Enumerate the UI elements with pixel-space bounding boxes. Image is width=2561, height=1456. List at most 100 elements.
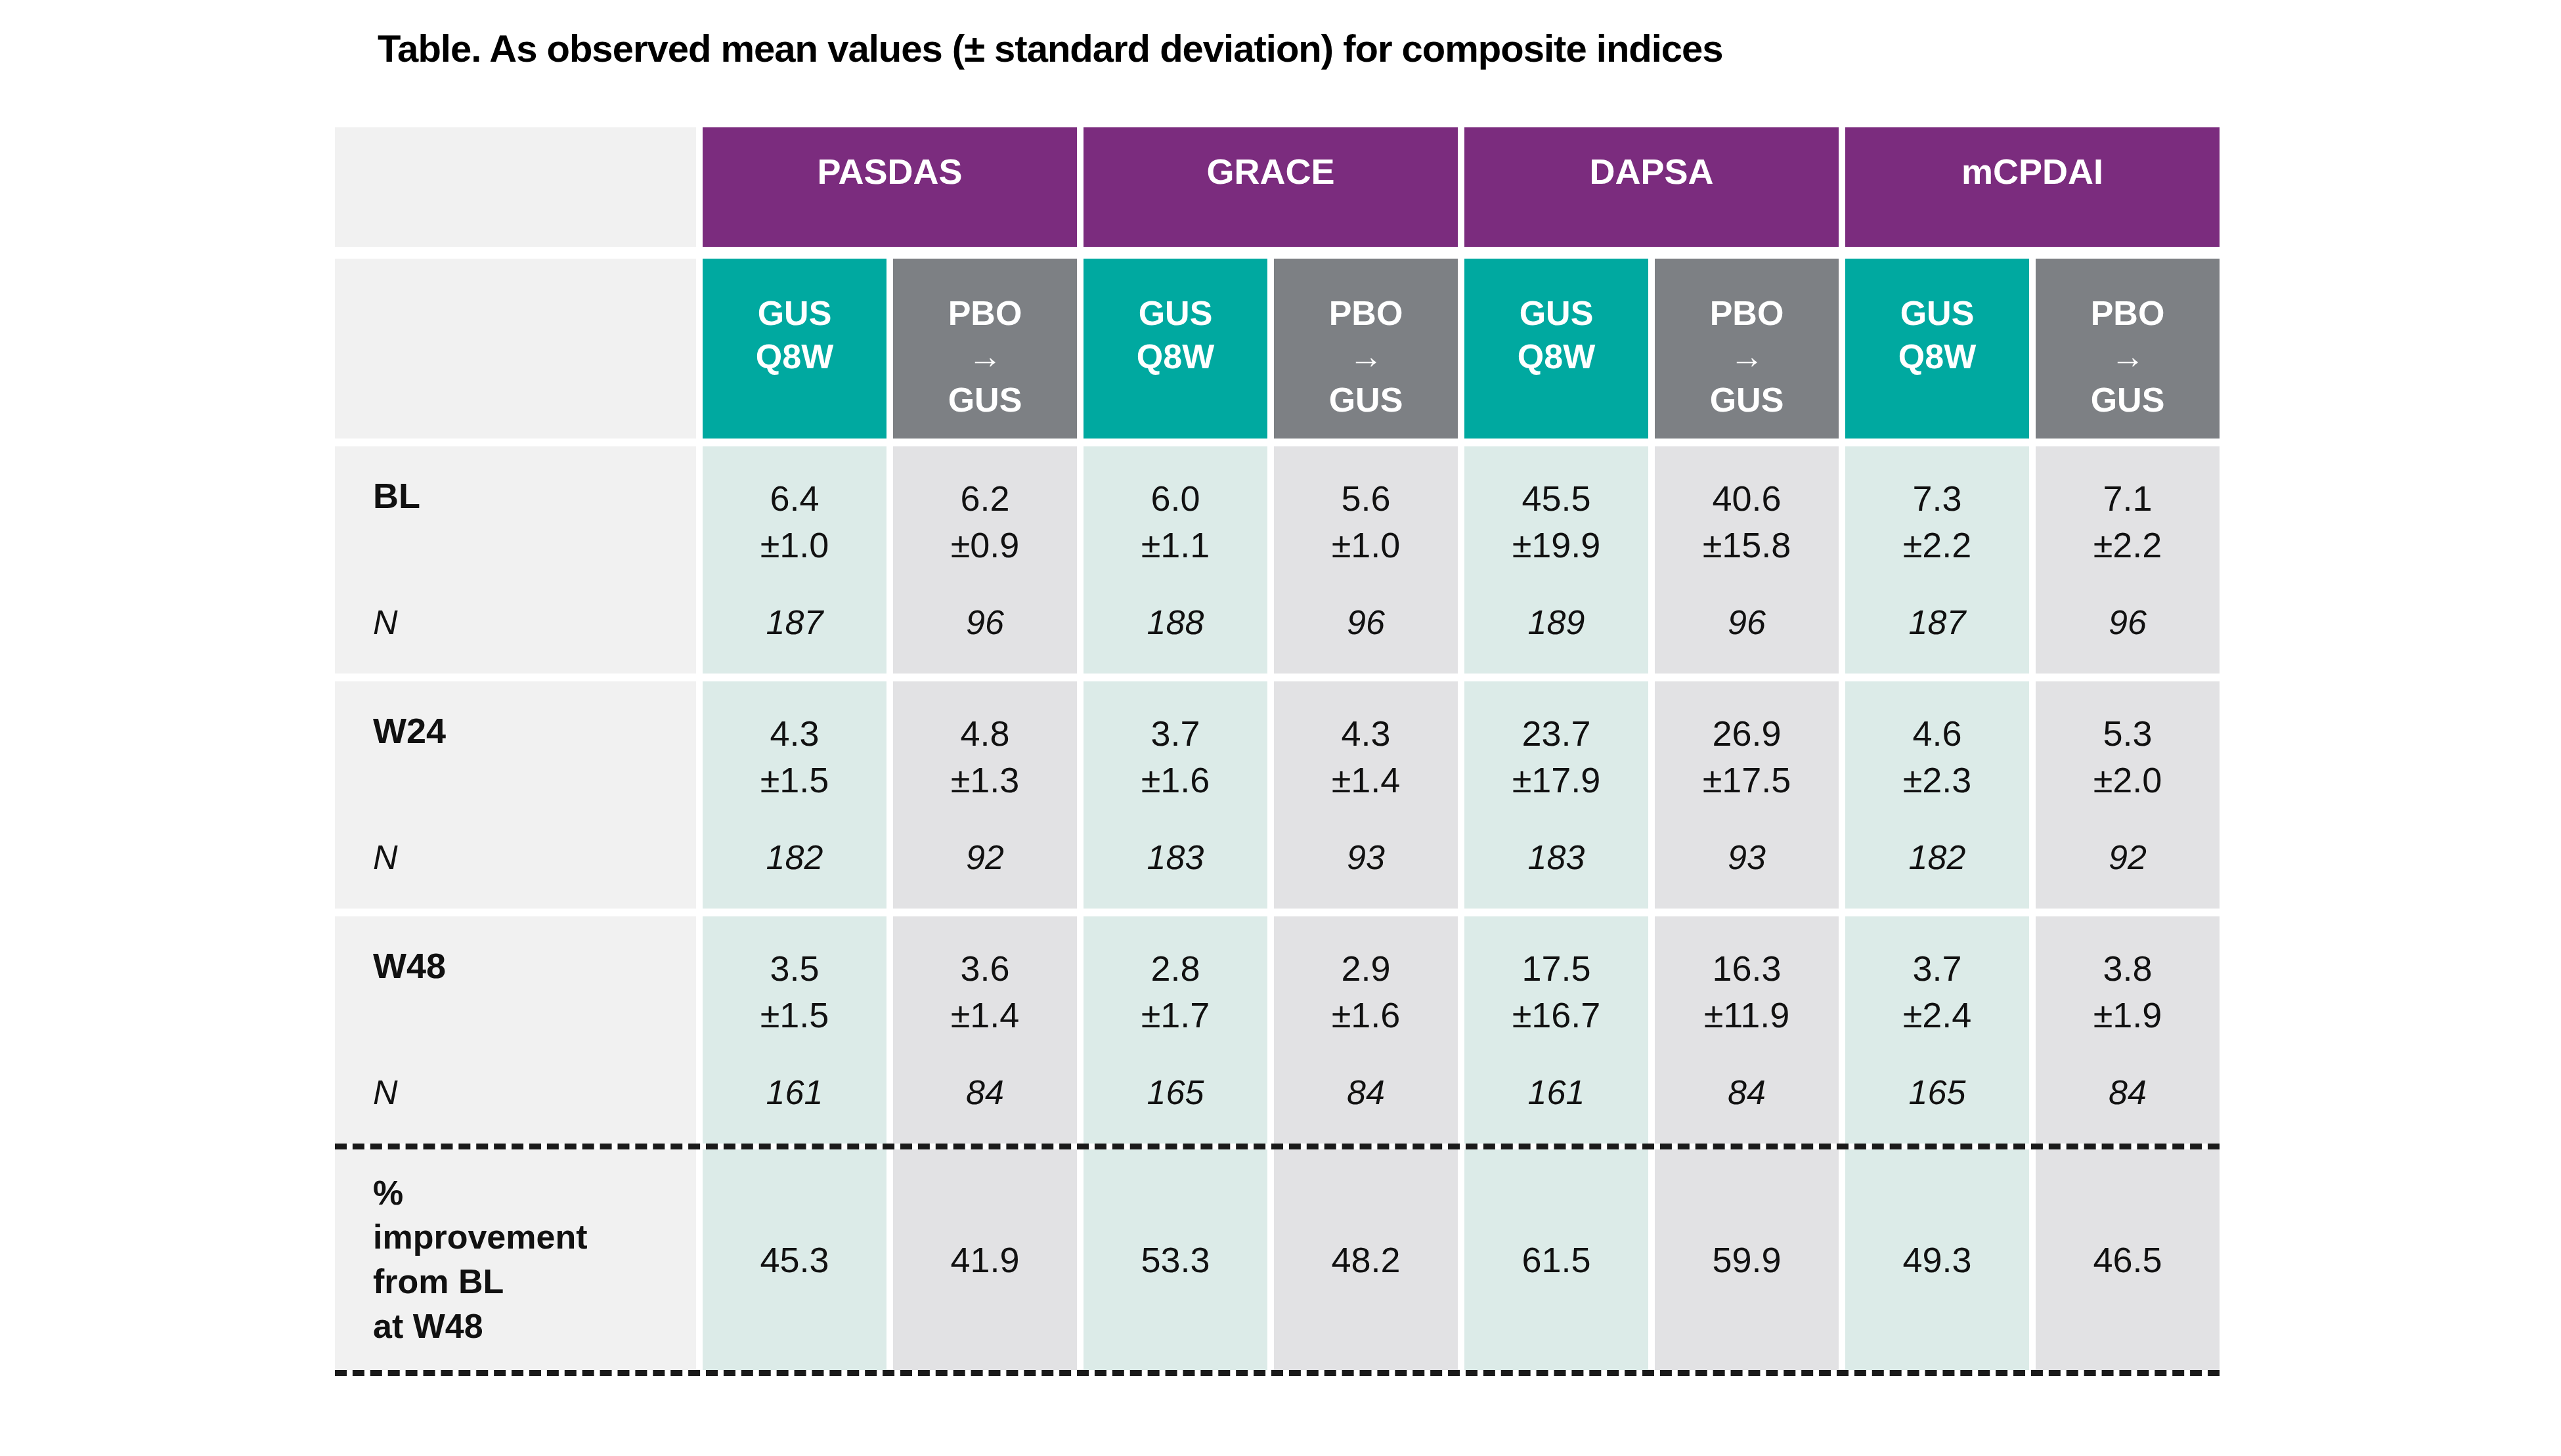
- cell-w24-mcpdai-gus: 4.6 ±2.3 182: [1845, 681, 2029, 909]
- mean-value: 40.6: [1703, 475, 1791, 522]
- mean-sd: 16.3 ±11.9: [1704, 945, 1790, 1039]
- mean-sd: 4.8 ±1.3: [951, 710, 1020, 804]
- n-value: 93: [1347, 838, 1385, 877]
- cell-w48-pasdas-gus: 3.5 ±1.5 161: [703, 916, 886, 1144]
- cell-w24-pasdas-pbo: 4.8 ±1.3 92: [893, 681, 1077, 909]
- n-value: 96: [1347, 603, 1385, 642]
- row-label-cell-bl: BL N: [335, 446, 696, 674]
- sd-value: ±1.6: [1141, 757, 1210, 803]
- row-bl: BL N 6.4 ±1.0 187 6.2 ±0.9 96 6.0: [335, 446, 2220, 674]
- cell-pct-dapsa-pbo: 59.9: [1655, 1149, 1839, 1370]
- row-label: W24: [373, 710, 446, 751]
- n-value: 96: [966, 603, 1004, 642]
- arm-label-line: PBO: [1329, 291, 1403, 335]
- mean-value: 2.9: [1332, 945, 1401, 992]
- sd-value: ±2.4: [1903, 992, 1972, 1038]
- cell-pct-grace-pbo: 48.2: [1274, 1149, 1458, 1370]
- label-line: %: [373, 1171, 588, 1216]
- n-value: 96: [2109, 603, 2147, 642]
- arm-header-dapsa-pbo-gus: PBO → GUS: [1655, 259, 1839, 439]
- arm-header-dapsa-gus-q8w: GUS Q8W: [1464, 259, 1648, 439]
- sd-value: ±16.7: [1512, 992, 1601, 1038]
- pct-value: 48.2: [1331, 1239, 1400, 1280]
- sd-value: ±1.5: [760, 757, 829, 803]
- sd-value: ±1.4: [951, 992, 1020, 1038]
- row-label-cell-w24: W24 N: [335, 681, 696, 909]
- row-label-cell-w48: W48 N: [335, 916, 696, 1144]
- sd-value: ±2.2: [1903, 522, 1972, 568]
- pct-value: 45.3: [760, 1239, 829, 1280]
- pct-value: 59.9: [1712, 1239, 1781, 1280]
- n-value: 84: [1728, 1073, 1766, 1112]
- n-value: 161: [766, 1073, 823, 1112]
- sd-value: ±11.9: [1704, 992, 1790, 1038]
- mean-value: 26.9: [1703, 710, 1791, 757]
- blank-header-cell: [335, 259, 696, 439]
- cell-w48-dapsa-pbo: 16.3 ±11.9 84: [1655, 916, 1839, 1144]
- row-label: W48: [373, 945, 446, 986]
- mean-value: 3.7: [1903, 945, 1972, 992]
- mean-sd: 3.7 ±1.6: [1141, 710, 1210, 804]
- sd-value: ±2.3: [1903, 757, 1972, 803]
- mean-value: 7.3: [1903, 475, 1972, 522]
- n-value: 93: [1728, 838, 1766, 877]
- mean-value: 7.1: [2093, 475, 2162, 522]
- mean-value: 3.5: [760, 945, 829, 992]
- group-header-grace: GRACE: [1084, 127, 1458, 247]
- cell-pct-mcpdai-pbo: 46.5: [2036, 1149, 2220, 1370]
- n-value: 165: [1147, 1073, 1204, 1112]
- n-label: N: [373, 1073, 398, 1112]
- arm-label-line: Q8W: [1898, 335, 1976, 378]
- cell-pct-mcpdai-gus: 49.3: [1845, 1149, 2029, 1370]
- cell-w48-dapsa-gus: 17.5 ±16.7 161: [1464, 916, 1648, 1144]
- cell-pct-pasdas-pbo: 41.9: [893, 1149, 1077, 1370]
- mean-value: 2.8: [1141, 945, 1210, 992]
- cell-pct-pasdas-gus: 45.3: [703, 1149, 886, 1370]
- label-line: from BL: [373, 1260, 588, 1304]
- mean-value: 4.3: [760, 710, 829, 757]
- arm-label-line: GUS: [758, 291, 832, 335]
- arm-label-line: GUS: [1139, 291, 1213, 335]
- row-w48: W48 N 3.5 ±1.5 161 3.6 ±1.4 84 2.8: [335, 916, 2220, 1149]
- n-value: 165: [1909, 1073, 1966, 1112]
- n-label: N: [373, 838, 398, 877]
- n-value: 188: [1147, 603, 1204, 642]
- cell-bl-mcpdai-gus: 7.3 ±2.2 187: [1845, 446, 2029, 674]
- mean-sd: 7.1 ±2.2: [2093, 475, 2162, 569]
- n-value: 92: [966, 838, 1004, 877]
- mean-value: 3.6: [951, 945, 1020, 992]
- mean-value: 16.3: [1704, 945, 1790, 992]
- sd-value: ±1.7: [1141, 992, 1210, 1038]
- mean-sd: 45.5 ±19.9: [1512, 475, 1601, 569]
- sd-value: ±1.4: [1332, 757, 1401, 803]
- n-value: 84: [1347, 1073, 1385, 1112]
- cell-w24-mcpdai-pbo: 5.3 ±2.0 92: [2036, 681, 2220, 909]
- sd-value: ±2.2: [2093, 522, 2162, 568]
- cell-bl-grace-pbo: 5.6 ±1.0 96: [1274, 446, 1458, 674]
- mean-value: 5.3: [2093, 710, 2162, 757]
- n-value: 161: [1528, 1073, 1585, 1112]
- mean-sd: 4.6 ±2.3: [1903, 710, 1972, 804]
- arm-label-line: PBO: [948, 291, 1022, 335]
- pct-value: 53.3: [1141, 1239, 1210, 1280]
- n-value: 92: [2109, 838, 2147, 877]
- n-value: 84: [966, 1073, 1004, 1112]
- mean-value: 6.0: [1141, 475, 1210, 522]
- mean-sd: 4.3 ±1.5: [760, 710, 829, 804]
- sd-value: ±15.8: [1703, 522, 1791, 568]
- mean-sd: 4.3 ±1.4: [1332, 710, 1401, 804]
- cell-bl-grace-gus: 6.0 ±1.1 188: [1084, 446, 1267, 674]
- mean-value: 23.7: [1512, 710, 1601, 757]
- mean-sd: 5.6 ±1.0: [1332, 475, 1401, 569]
- n-value: 189: [1528, 603, 1585, 642]
- arm-header-mcpdai-pbo-gus: PBO → GUS: [2036, 259, 2220, 439]
- mean-value: 17.5: [1512, 945, 1601, 992]
- mean-sd: 3.7 ±2.4: [1903, 945, 1972, 1039]
- composite-indices-table: PASDAS GRACE DAPSA mCPDAI GUS Q8W PBO → …: [335, 127, 2220, 1376]
- row-label: BL: [373, 475, 420, 516]
- sd-value: ±17.5: [1703, 757, 1791, 803]
- group-header-dapsa: DAPSA: [1464, 127, 1839, 247]
- label-line: improvement: [373, 1215, 588, 1260]
- arm-label-line: PBO: [1710, 291, 1784, 335]
- cell-pct-dapsa-gus: 61.5: [1464, 1149, 1648, 1370]
